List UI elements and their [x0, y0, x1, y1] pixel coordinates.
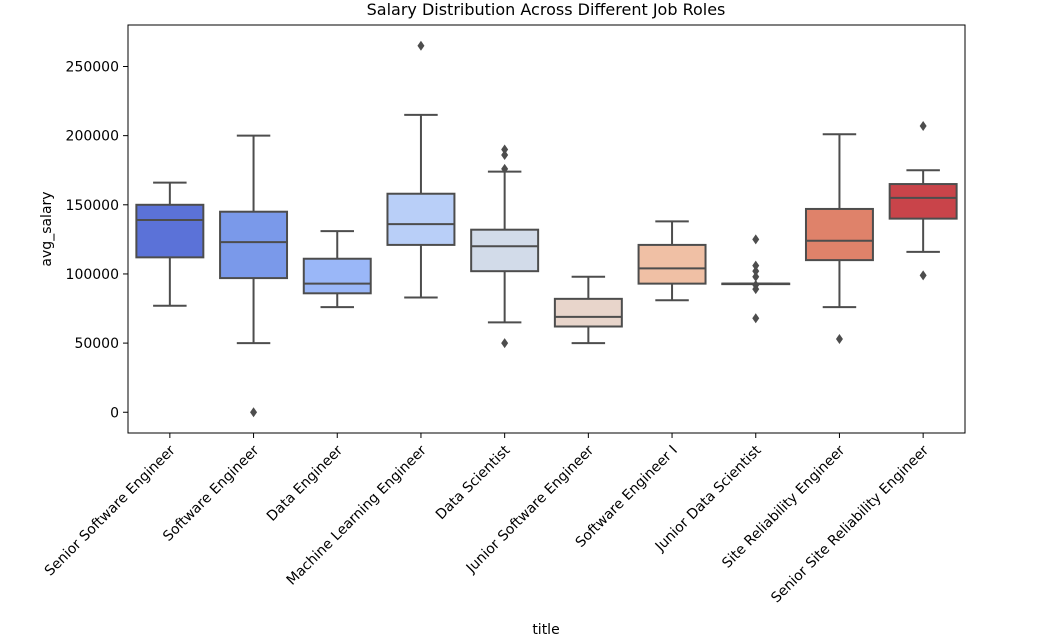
y-axis-label: avg_salary: [39, 191, 55, 266]
y-tick-label: 150000: [66, 198, 119, 214]
y-tick-label: 100000: [66, 267, 119, 283]
outlier-point: [752, 313, 760, 324]
box-group: [386, 40, 456, 299]
box-group: [721, 234, 791, 324]
outlier-point: [752, 234, 760, 245]
outlier-point: [501, 163, 509, 174]
plot-frame: [127, 24, 966, 434]
box-iqr: [637, 243, 707, 285]
chart-title: Salary Distribution Across Different Job…: [367, 0, 726, 19]
box-iqr: [470, 228, 540, 273]
boxes-layer: [135, 40, 958, 418]
box-iqr: [219, 210, 289, 280]
outlier-point: [501, 144, 509, 155]
x-tick-label: Software Engineer: [160, 442, 262, 544]
box-group: [553, 275, 623, 345]
x-axis-label: title: [532, 622, 559, 638]
outlier-point: [752, 260, 760, 271]
y-tick-label: 50000: [74, 336, 119, 352]
box-iqr: [302, 257, 372, 295]
box-group: [302, 230, 372, 309]
box-group: [637, 220, 707, 302]
box-iqr: [888, 183, 958, 220]
outlier-point: [835, 333, 843, 344]
x-tick-label: Senior Software Engineer: [42, 442, 179, 579]
x-tick-label: Senior Site Reliability Engineer: [768, 442, 932, 606]
outlier-point: [501, 150, 509, 161]
x-tick-label: Machine Learning Engineer: [284, 442, 430, 588]
box-iqr: [553, 297, 623, 328]
box-group: [470, 144, 540, 349]
y-tick-label: 200000: [66, 129, 119, 145]
y-tick-label: 0: [110, 405, 119, 421]
outlier-point: [501, 338, 509, 349]
box-iqr: [804, 207, 874, 262]
y-axis: 0 50000 100000 150000 200000 250000: [66, 59, 128, 421]
x-tick-label: Data Scientist: [433, 442, 514, 523]
outlier-point: [752, 266, 760, 277]
outlier-point: [417, 40, 425, 51]
box-group: [804, 133, 874, 344]
y-tick-label: 250000: [66, 59, 119, 75]
box-group: [888, 120, 958, 281]
outlier-point: [250, 407, 258, 418]
outlier-point: [752, 280, 760, 291]
outlier-point: [919, 120, 927, 131]
outlier-point: [752, 271, 760, 282]
box-iqr: [386, 192, 456, 246]
box-group: [219, 134, 289, 418]
box-iqr: [135, 203, 205, 259]
outlier-point: [919, 270, 927, 281]
box-group: [135, 181, 205, 307]
x-tick-label: Data Engineer: [264, 442, 346, 524]
